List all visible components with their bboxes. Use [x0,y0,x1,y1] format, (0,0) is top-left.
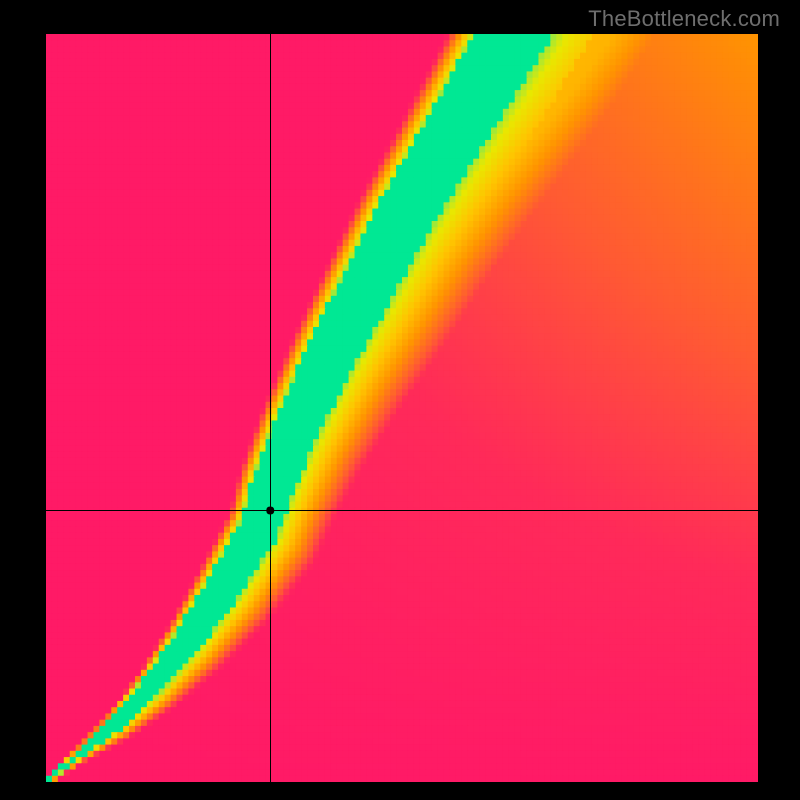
bottleneck-heatmap [46,34,758,782]
watermark-text: TheBottleneck.com [588,6,780,32]
chart-container: { "watermark": "TheBottleneck.com", "cha… [0,0,800,800]
